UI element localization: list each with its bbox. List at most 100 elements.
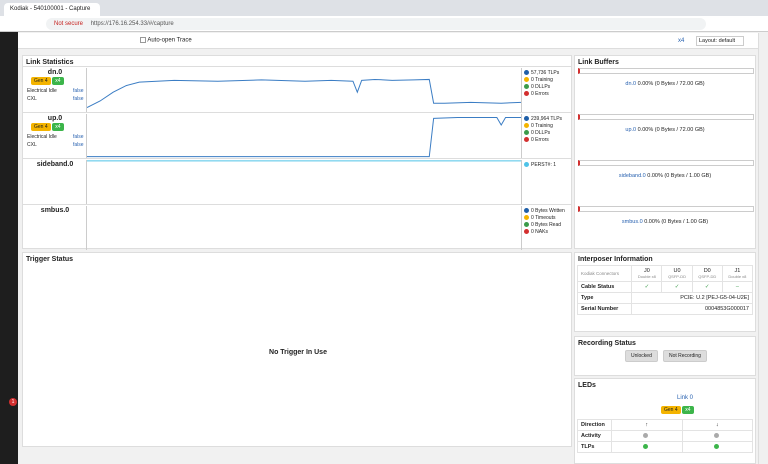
legend-text: 0 Training [531, 123, 553, 129]
legend-entry: 0 Bytes Written [524, 208, 565, 214]
led-table: Direction ↑ ↓ Activity TLPs [577, 419, 753, 453]
buffer-usage: 0.00% (0 Bytes / 72.00 GB) [637, 127, 705, 133]
legend-text: 0 Training [531, 77, 553, 83]
buffer-text: up.0 0.00% (0 Bytes / 72.00 GB) [575, 127, 755, 133]
type-row: Type PCIE: U.2 [PEJ-G5-04-U2E] [576, 292, 753, 304]
connector-name: D0 [703, 268, 711, 274]
buffer-name: sideband.0 [618, 173, 646, 179]
panel-title: Recording Status [578, 340, 636, 347]
led [643, 433, 649, 439]
trigger-status-panel: Trigger Status No Trigger In Use [22, 252, 572, 447]
field-label: Electrical Idle [27, 88, 57, 94]
url-box[interactable]: Not secure https://176.16.254.33/#/captu… [46, 18, 706, 30]
legend-entry: 0 NAKs [524, 229, 548, 235]
buffer-usage: 0.00% (0 Bytes / 1.00 GB) [647, 173, 712, 179]
field-label: Electrical Idle [27, 134, 57, 140]
legend-entry: 0 Errors [524, 91, 549, 97]
leds-panel: LEDs Link 0 Gen 4 x4 Direction ↑ ↓ Activity… [574, 378, 756, 464]
led-row: Direction ↑ ↓ [577, 419, 753, 431]
stat-row: smbus.0 0 Bytes Written 0 Timeouts 0 Bytes … [23, 204, 571, 250]
legend-entry: 0 Errors [524, 137, 549, 143]
legend-text: 57,736 TLPs [531, 70, 560, 76]
cable-status: ✓ [631, 281, 663, 293]
trace-line [87, 117, 521, 158]
cable-status: ✓ [661, 281, 693, 293]
stat-row: up.0 Gen 4 x4 Electrical Idle false CXL false… [23, 112, 571, 158]
connector: J0 Double x8 [631, 265, 663, 282]
lock-button[interactable]: Unlocked [625, 350, 658, 362]
auto-open-label: Auto-open Trace [147, 37, 192, 44]
led-row: TLPs [577, 441, 753, 453]
row-badges: Gen 4 x4 [31, 77, 64, 85]
url: https://176.16.254.33/#/capture [90, 21, 174, 27]
led-cell [611, 441, 683, 453]
trace-plot [86, 68, 522, 112]
legend-entry: 0 DLLPs [524, 84, 550, 90]
led-cell [611, 430, 683, 442]
corner: Kodiak Connectors [576, 265, 633, 282]
legend-entry: 0 Timeouts [524, 215, 555, 221]
buffer-name: smbus.0 [621, 219, 643, 225]
connector: J1 Double x8 [721, 265, 754, 282]
buffer-bar [578, 160, 754, 166]
row-name: dn.0 [47, 69, 63, 76]
legend-entry: PERST#: 1 [524, 162, 556, 168]
width-badge: x4 [52, 123, 64, 131]
cable-status: – [721, 281, 754, 293]
buffer-name: up.0 [625, 127, 637, 133]
trace-plot [86, 114, 522, 158]
legend-entry: 0 Bytes Read [524, 222, 561, 228]
serial-row: Serial Number 0004853G000017 [576, 303, 753, 315]
led-cell: ↓ [681, 419, 753, 431]
legend-text: PERST#: 1 [531, 162, 557, 168]
buffer-usage: 0.00% (0 Bytes / 72.00 GB) [637, 81, 705, 87]
legend-text: 0 Bytes Read [531, 222, 562, 228]
link-buffers-panel: Link Buffers dn.0 0.00% (0 Bytes / 72.00… [574, 55, 756, 249]
field-label: CXL [27, 96, 37, 102]
row-label: Serial Number [576, 303, 633, 315]
buffer-text: smbus.0 0.00% (0 Bytes / 1.00 GB) [575, 219, 755, 225]
legend-text: 0 Errors [531, 91, 549, 97]
notification-badge[interactable]: 1 [9, 398, 17, 406]
scrollbar[interactable] [758, 33, 768, 464]
toolbar [18, 33, 758, 49]
field-value: false [73, 88, 84, 94]
legend-text: 0 DLLPs [531, 130, 551, 136]
legend-entry: 0 DLLPs [524, 130, 550, 136]
record-button[interactable]: Not Recording [663, 350, 707, 362]
link-select[interactable]: x4 [678, 38, 685, 44]
panel-title: LEDs [578, 382, 596, 389]
led-row: Activity [577, 430, 753, 442]
header-row: Kodiak Connectors J0 Double x8 U0 QSFP-DD D0 Q… [576, 265, 754, 282]
legend-entry: 0 Training [524, 77, 553, 83]
led-link: Link 0 [677, 395, 694, 401]
auto-open-trace[interactable]: Auto-open Trace [140, 37, 192, 44]
panel-title: Link Buffers [578, 59, 619, 66]
row-label: TLPs [577, 441, 612, 453]
stat-row: sideband.0 PERST#: 1 [23, 158, 571, 204]
layout-select[interactable]: Layout: default [696, 36, 744, 46]
trace-line [87, 78, 521, 109]
trace-plot [86, 206, 522, 250]
legend-dot [524, 123, 529, 129]
row-label: Direction [577, 419, 612, 431]
direction: ↑ [645, 422, 649, 428]
security: Not secure [54, 21, 84, 27]
tab[interactable]: Kodiak - 540100001 - Capture [4, 3, 100, 16]
row-name: smbus.0 [40, 207, 70, 214]
row-label: Cable Status [576, 281, 633, 293]
gen-badge: Gen 4 [31, 123, 51, 131]
gen-badge: Gen 4 [31, 77, 51, 85]
row-badges: Gen 4 x4 [31, 123, 64, 131]
led-cell [681, 441, 753, 453]
tab-title: Kodiak - 540100001 - Capture [10, 6, 91, 12]
legend-dot [524, 91, 529, 97]
buffer-name: dn.0 [625, 81, 637, 87]
cable-row: Cable Status ✓ ✓ ✓ – [576, 281, 754, 293]
legend-dot [524, 215, 529, 221]
buffer-text: sideband.0 0.00% (0 Bytes / 1.00 GB) [575, 173, 755, 179]
field-value: false [73, 96, 84, 102]
legend-text: 0 DLLPs [531, 84, 551, 90]
buffer-bar [578, 206, 754, 212]
connector-type: QSFP-DD [698, 274, 717, 279]
